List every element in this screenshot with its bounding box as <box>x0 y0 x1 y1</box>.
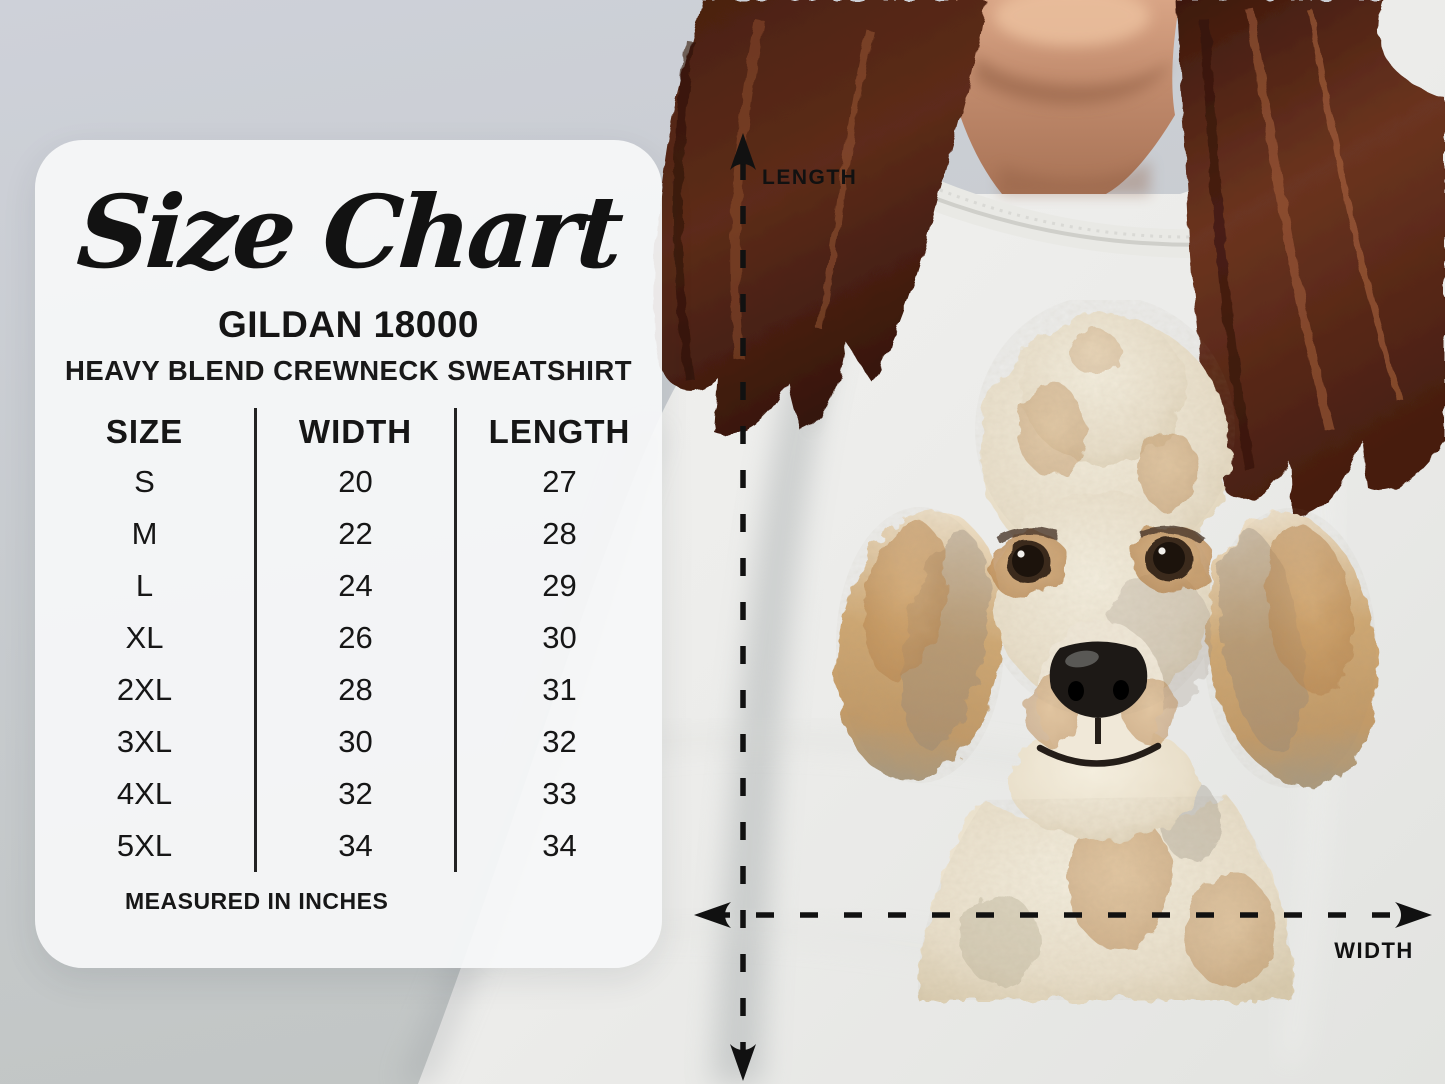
poodle-nose-mouth <box>1036 641 1162 767</box>
table-cell-length: 28 <box>454 508 662 560</box>
table-cell-size: 4XL <box>116 776 173 811</box>
size-chart-title: Size Chart <box>73 173 624 291</box>
hair-right <box>1176 0 1445 517</box>
table-cell-size: S <box>134 464 155 499</box>
table-cell-width: 24 <box>254 560 454 612</box>
table-cell-width: 20 <box>254 456 454 508</box>
table-cell-width: 26 <box>254 612 454 664</box>
table-cell-size: 5XL <box>116 828 173 863</box>
table-cell-width: 22 <box>254 508 454 560</box>
table-cell-width: 30 <box>254 716 454 768</box>
table-cell-length: 30 <box>454 612 662 664</box>
table-cell-size: 3XL <box>116 724 173 759</box>
column-header-size: SIZE <box>105 413 184 450</box>
table-cell-width: 34 <box>254 820 454 872</box>
table-cell-length: 32 <box>454 716 662 768</box>
table-cell-length: 33 <box>454 768 662 820</box>
product-name: HEAVY BLEND CREWNECK SWEATSHIRT <box>64 355 633 386</box>
table-cell-length: 29 <box>454 560 662 612</box>
size-table: SIZE WIDTH LENGTH S 20 27 M 22 28 L 24 2… <box>35 408 662 872</box>
table-cell-size: L <box>135 568 154 603</box>
table-cell-length: 31 <box>454 664 662 716</box>
length-arrow-up-icon <box>730 133 756 170</box>
size-chart-card: Size Chart GILDAN 18000 HEAVY BLEND CREW… <box>35 140 662 968</box>
table-cell-length: 34 <box>454 820 662 872</box>
table-cell-size: XL <box>125 620 164 655</box>
model-neck <box>948 0 1180 195</box>
length-arrow-down-icon <box>730 1044 756 1081</box>
poodle-eyes <box>1012 542 1185 577</box>
width-arrow-left-icon <box>694 902 731 928</box>
table-cell-width: 28 <box>254 664 454 716</box>
table-cell-size: 2XL <box>116 672 173 707</box>
measurement-annotations: LENGTH WIDTH <box>694 133 1432 1081</box>
units-footnote: MEASURED IN INCHES <box>125 888 389 914</box>
table-cell-size: M <box>131 516 158 551</box>
length-label: LENGTH <box>762 166 857 189</box>
width-label: WIDTH <box>1334 938 1414 963</box>
width-arrow-right-icon <box>1395 902 1432 928</box>
table-cell-length: 27 <box>454 456 662 508</box>
chin-highlight <box>994 0 1150 46</box>
column-header-width: WIDTH <box>254 408 454 456</box>
column-header-length: LENGTH <box>454 408 662 456</box>
table-cell-width: 32 <box>254 768 454 820</box>
brand-name: GILDAN 18000 <box>218 304 479 345</box>
jaw-shadow <box>975 55 1172 105</box>
hair-left <box>653 0 986 435</box>
